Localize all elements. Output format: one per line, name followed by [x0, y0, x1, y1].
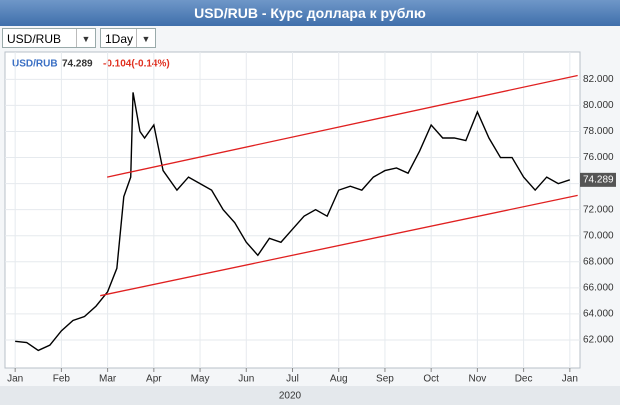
legend-symbol: USD/RUB [12, 59, 58, 70]
price-line [15, 92, 571, 352]
y-tick-label: 76.000 [583, 152, 614, 163]
y-tick-label: 68.000 [583, 256, 614, 267]
legend-change: -0.104(-0.14%) [103, 59, 170, 70]
y-tick-label: 72.000 [583, 204, 614, 215]
x-tick-label: Aug [330, 374, 348, 385]
x-tick-label: Jun [238, 374, 254, 385]
x-tick-label: Jul [286, 374, 299, 385]
y-tick-label: 80.000 [583, 100, 614, 111]
price-tag-label: 74.289 [583, 174, 614, 185]
x-tick-label: Jan [7, 374, 23, 385]
trend-line [100, 194, 578, 297]
x-axis-label: 2020 [279, 391, 302, 402]
dropdown-arrow: ▼ [76, 29, 95, 47]
x-tick-label: Sep [376, 374, 394, 385]
x-tick-label: Apr [146, 374, 162, 385]
trend-line [107, 74, 578, 178]
y-tick-label: 82.000 [583, 74, 614, 85]
symbol-value: USD/RUB [7, 32, 62, 46]
x-tick-label: Mar [99, 374, 117, 385]
legend-last: 74.289 [62, 59, 93, 70]
x-tick-label: Jan [562, 374, 578, 385]
year-bar [0, 386, 620, 405]
y-tick-label: 64.000 [583, 309, 614, 320]
y-tick-label: 66.000 [583, 283, 614, 294]
y-tick-label: 78.000 [583, 126, 614, 137]
interval-value: 1Day [105, 32, 134, 46]
dropdown-arrow: ▼ [136, 29, 155, 47]
symbol-select[interactable]: USD/RUB ▼ [2, 28, 96, 48]
x-tick-label: Oct [423, 374, 439, 385]
x-tick-label: Dec [515, 374, 533, 385]
interval-select[interactable]: 1Day ▼ [100, 28, 156, 48]
title-bar: USD/RUB - Курс доллара к рублю [0, 0, 620, 26]
y-tick-label: 70.000 [583, 230, 614, 241]
x-tick-label: Feb [53, 374, 71, 385]
x-tick-label: May [191, 374, 210, 385]
x-tick-label: Nov [468, 374, 486, 385]
price-tag [580, 172, 616, 187]
y-tick-label: 62.000 [583, 335, 614, 346]
